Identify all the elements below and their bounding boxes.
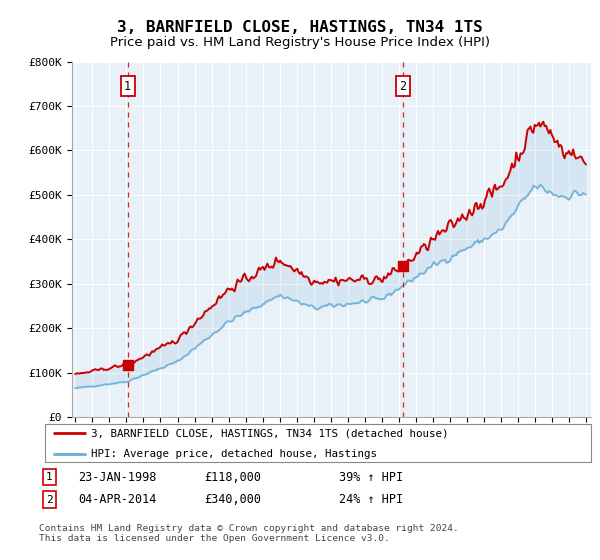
Text: HPI: Average price, detached house, Hastings: HPI: Average price, detached house, Hast…: [91, 449, 377, 459]
Text: £340,000: £340,000: [204, 493, 261, 506]
Text: This data is licensed under the Open Government Licence v3.0.: This data is licensed under the Open Gov…: [39, 534, 390, 543]
Text: 2: 2: [400, 80, 407, 92]
Text: 3, BARNFIELD CLOSE, HASTINGS, TN34 1TS (detached house): 3, BARNFIELD CLOSE, HASTINGS, TN34 1TS (…: [91, 428, 449, 438]
Text: 39% ↑ HPI: 39% ↑ HPI: [339, 470, 403, 484]
Text: 23-JAN-1998: 23-JAN-1998: [78, 470, 157, 484]
Text: 24% ↑ HPI: 24% ↑ HPI: [339, 493, 403, 506]
Text: 2: 2: [46, 494, 53, 505]
FancyBboxPatch shape: [45, 424, 591, 462]
Text: 04-APR-2014: 04-APR-2014: [78, 493, 157, 506]
Text: £118,000: £118,000: [204, 470, 261, 484]
Text: 1: 1: [46, 472, 53, 482]
Text: Contains HM Land Registry data © Crown copyright and database right 2024.: Contains HM Land Registry data © Crown c…: [39, 524, 459, 533]
Text: 3, BARNFIELD CLOSE, HASTINGS, TN34 1TS: 3, BARNFIELD CLOSE, HASTINGS, TN34 1TS: [117, 20, 483, 35]
Text: Price paid vs. HM Land Registry's House Price Index (HPI): Price paid vs. HM Land Registry's House …: [110, 36, 490, 49]
Text: 1: 1: [124, 80, 131, 92]
